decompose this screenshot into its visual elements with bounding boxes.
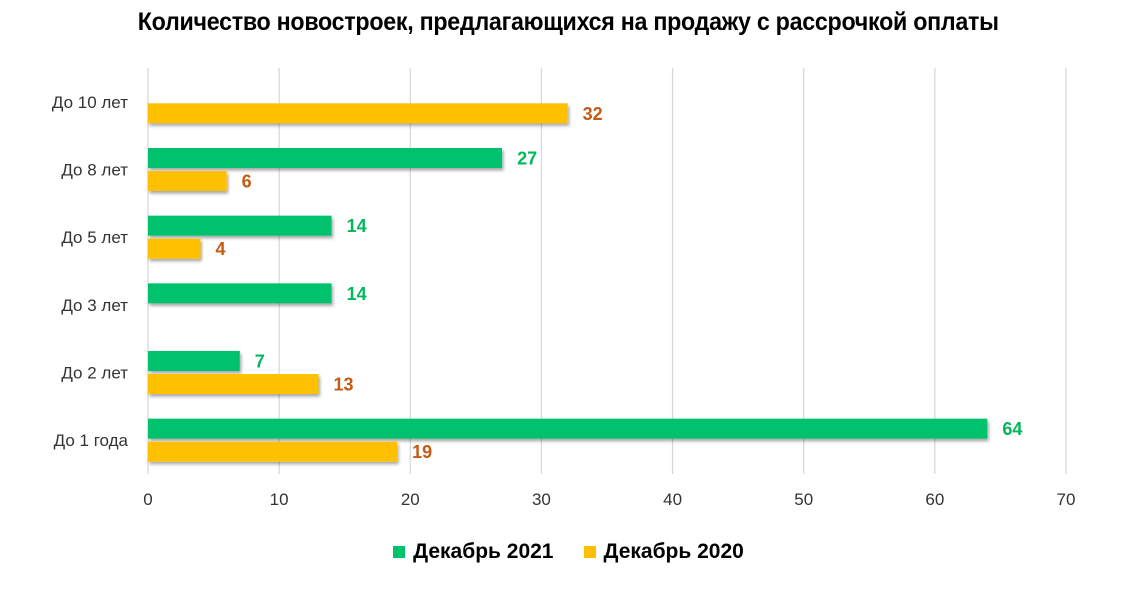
x-tick-label-70: 70 — [1057, 490, 1076, 509]
legend-swatch-dec-2021 — [393, 546, 406, 558]
legend-item-dec-2020: Декабрь 2020 — [583, 540, 744, 564]
data-label-s0-c3: 14 — [347, 284, 367, 304]
bar-s1-c2 — [148, 238, 201, 259]
data-label-s1-c4: 13 — [333, 375, 353, 395]
data-label-s0-c1: 27 — [517, 149, 537, 169]
legend-item-dec-2021: Декабрь 2021 — [393, 540, 554, 564]
data-label-s0-c4: 7 — [255, 352, 265, 372]
x-tick-label-30: 30 — [532, 490, 551, 509]
data-label-s0-c2: 14 — [347, 216, 367, 236]
data-label-s0-c5: 64 — [1002, 419, 1022, 439]
bars — [148, 103, 988, 462]
x-tick-label-10: 10 — [270, 490, 289, 509]
bar-s1-c1 — [148, 171, 227, 191]
bar-s0-c5 — [148, 418, 988, 439]
bar-s0-c4 — [148, 351, 240, 371]
x-tick-label-40: 40 — [663, 490, 682, 509]
legend-label-dec-2020: Декабрь 2020 — [603, 540, 744, 563]
legend-label-dec-2021: Декабрь 2021 — [413, 540, 554, 563]
category-label-5: До 1 года — [54, 431, 129, 450]
x-axis-tick-labels: 0 10 20 30 40 50 60 70 — [143, 490, 1075, 509]
data-label-s1-c2: 4 — [215, 239, 225, 259]
x-tick-label-60: 60 — [925, 490, 944, 509]
chart-title: Количество новостроек, предлагающихся на… — [137, 8, 999, 36]
x-tick-label-0: 0 — [143, 490, 152, 509]
legend-swatch-dec-2020 — [583, 546, 596, 558]
bar-s1-c4 — [148, 374, 319, 394]
category-label-4: До 2 лет — [61, 364, 128, 383]
legend: Декабрь 2021 Декабрь 2020 — [0, 540, 1137, 564]
x-tick-label-50: 50 — [794, 490, 813, 509]
data-label-s1-c1: 6 — [242, 172, 252, 192]
bar-s0-c1 — [148, 148, 503, 168]
gridlines — [147, 68, 1067, 474]
bar-s1-c0 — [148, 103, 568, 124]
data-labels: 32 27 6 14 4 14 7 13 64 19 — [215, 104, 1022, 462]
y-axis-category-labels: До 10 лет До 8 лет До 5 лет До 3 лет До 2 ле… — [52, 93, 129, 450]
category-label-0: До 10 лет — [52, 93, 128, 112]
bar-s0-c2 — [148, 215, 332, 236]
category-label-2: До 5 лет — [61, 228, 128, 247]
category-label-3: До 3 лет — [61, 296, 128, 315]
x-tick-label-20: 20 — [401, 490, 420, 509]
data-label-s1-c0: 32 — [583, 104, 603, 124]
bar-s0-c3 — [148, 283, 332, 304]
category-label-1: До 8 лет — [61, 161, 128, 180]
bar-s1-c5 — [148, 441, 398, 462]
data-label-s1-c5: 19 — [412, 442, 432, 462]
